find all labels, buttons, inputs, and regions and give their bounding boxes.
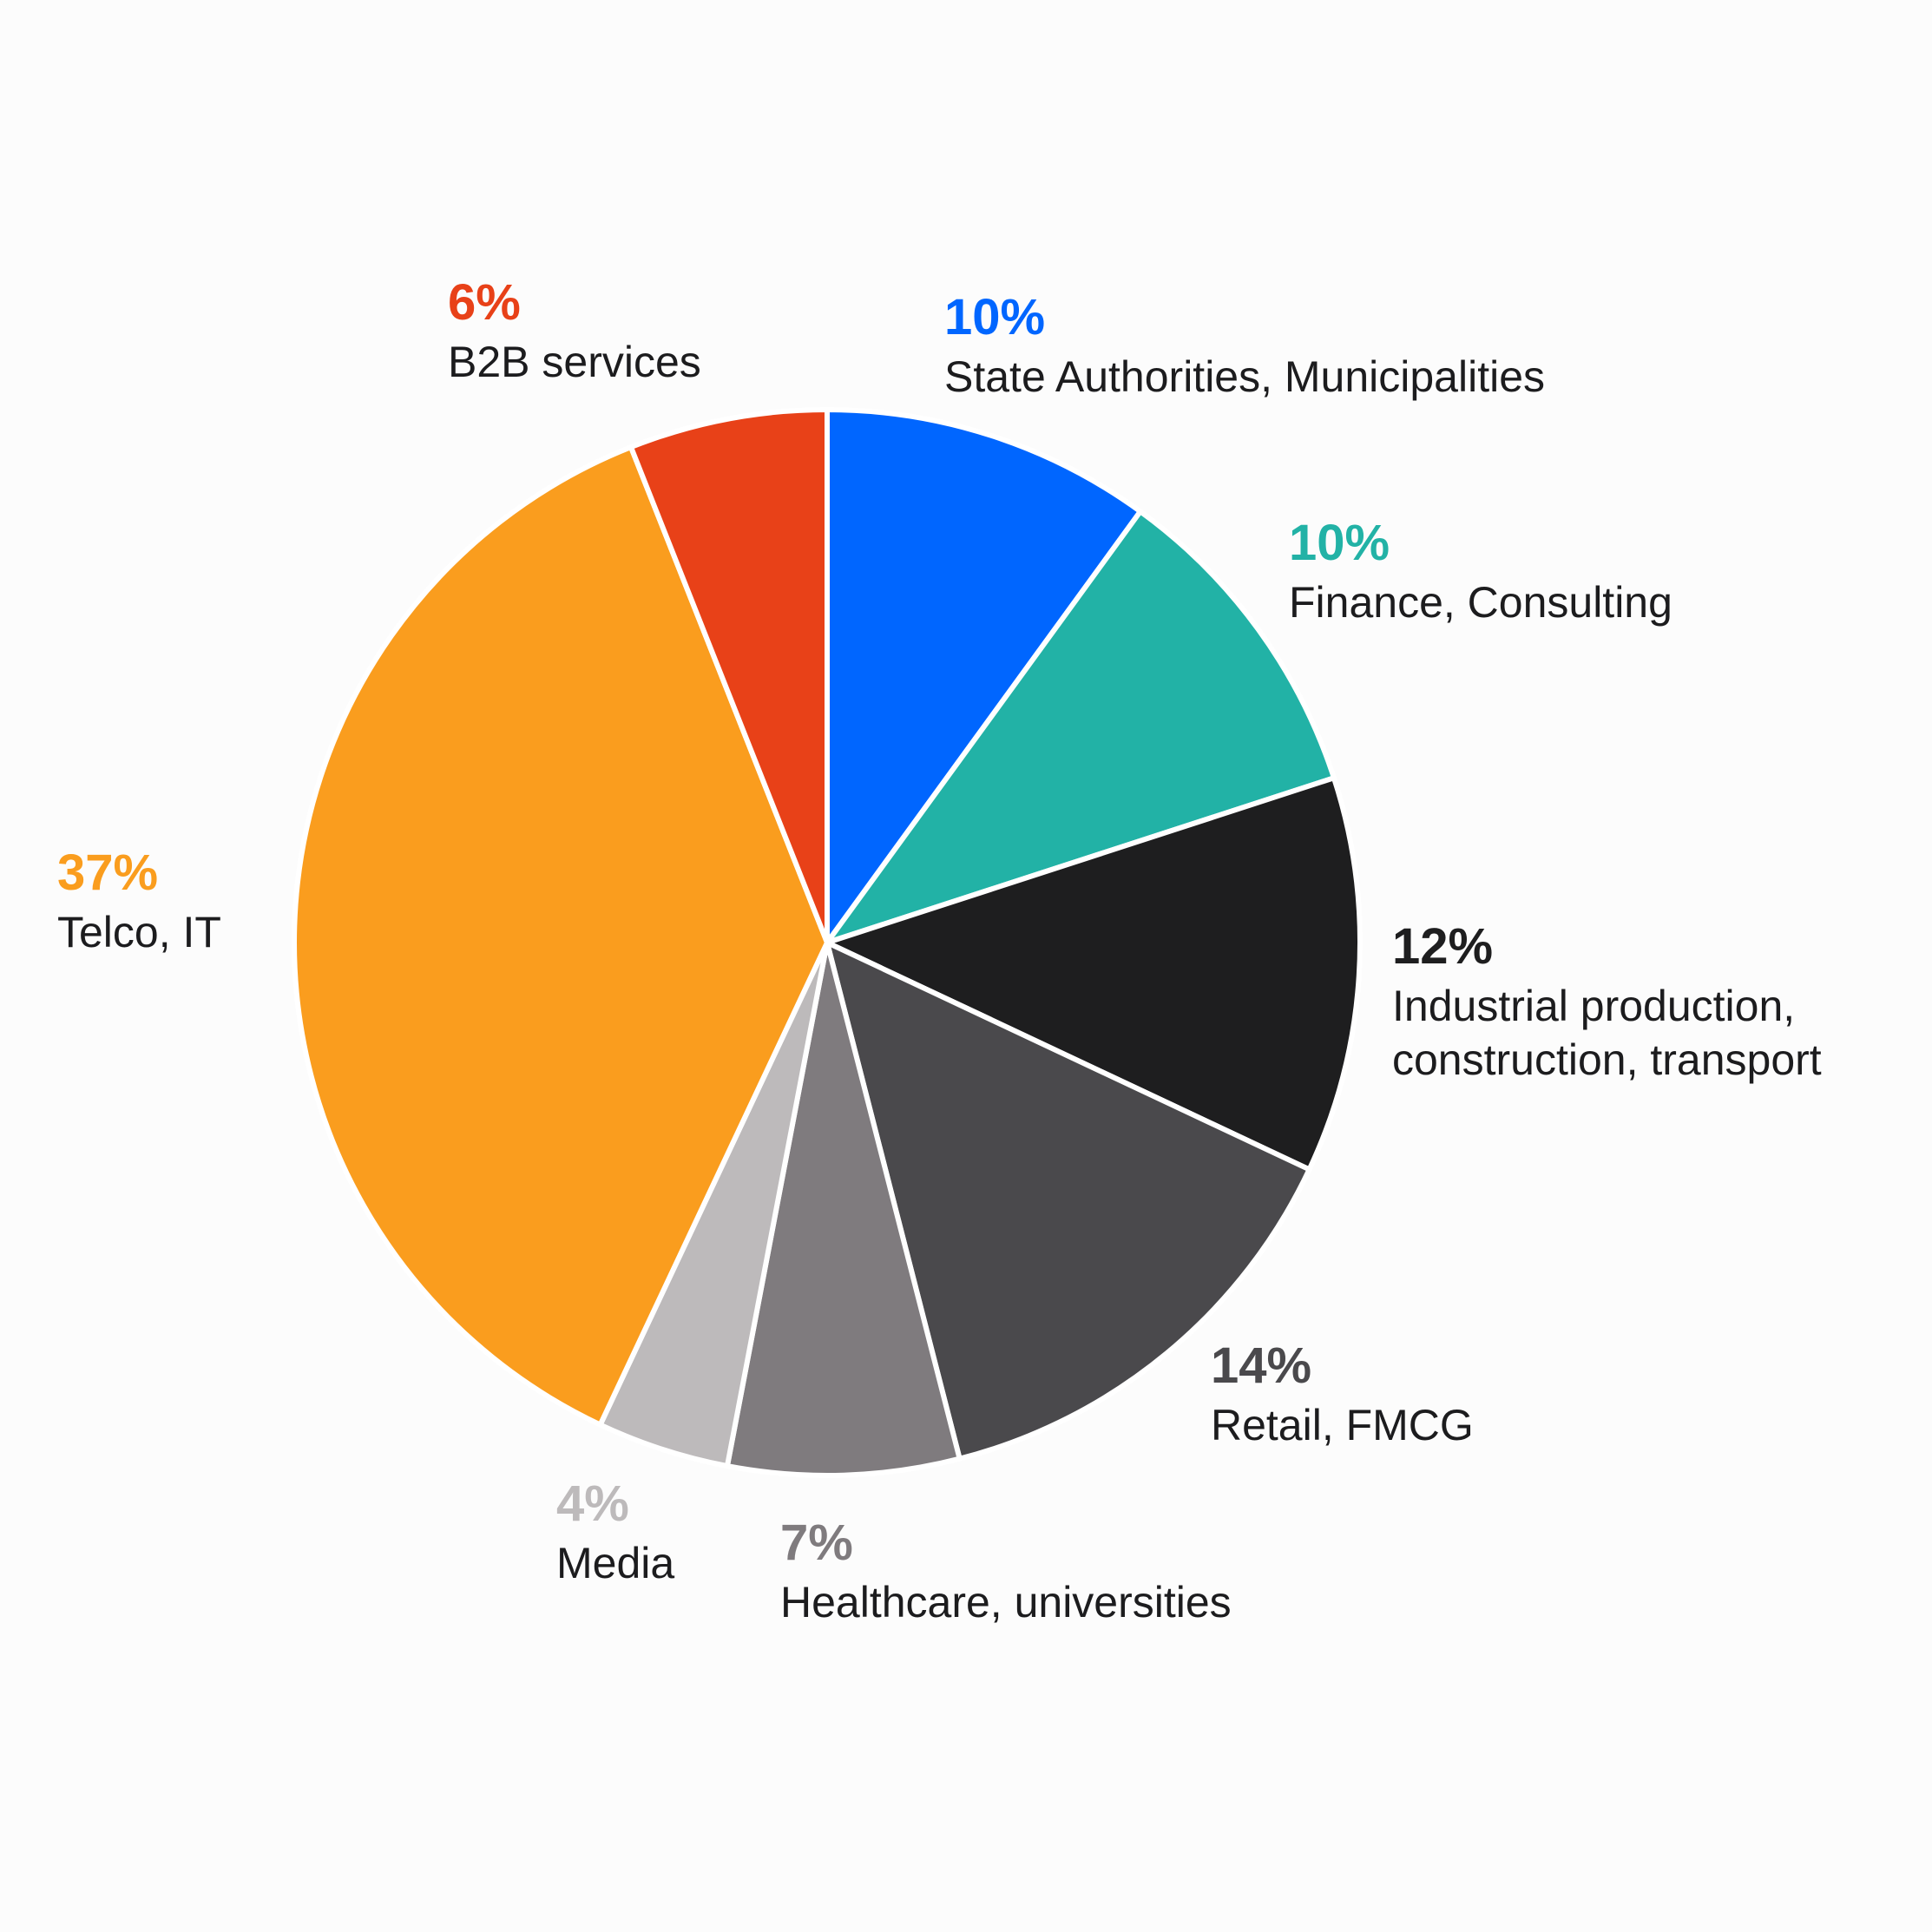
slice-value-label: 14% bbox=[1211, 1337, 1311, 1394]
slice-category-label: State Authorities, Municipalities bbox=[944, 352, 1545, 401]
slice-category-label: Healthcare, universities bbox=[780, 1578, 1232, 1626]
pie-slice-8 bbox=[628, 407, 830, 945]
slice-value-label: 4% bbox=[556, 1475, 629, 1532]
pie-slice-1 bbox=[825, 407, 1143, 945]
slice-value-label: 10% bbox=[944, 289, 1045, 345]
slice-value-label: 7% bbox=[780, 1515, 853, 1571]
pie-slice-2 bbox=[825, 509, 1337, 945]
slice-value-label: 37% bbox=[57, 844, 158, 901]
slice-category-label: Retail, FMCG bbox=[1211, 1401, 1474, 1449]
pie-slice-7 bbox=[292, 444, 830, 1428]
pie-labels: 10% State Authorities, Municipalities 10% F… bbox=[57, 274, 1822, 1626]
slice-category-label: Industrial production, bbox=[1392, 982, 1795, 1030]
slice-value-label: 12% bbox=[1392, 918, 1493, 975]
slice-category-label: Telco, IT bbox=[57, 908, 221, 956]
pie-slice-4 bbox=[825, 940, 1312, 1462]
pie-slice-3 bbox=[825, 775, 1363, 1173]
pie-slice-5 bbox=[724, 940, 963, 1478]
slice-category-label: Media bbox=[556, 1539, 674, 1587]
pie-slices bbox=[292, 407, 1363, 1478]
slice-category-label: Finance, Consulting bbox=[1289, 578, 1672, 627]
slice-category-label: construction, transport bbox=[1392, 1035, 1822, 1084]
slice-category-label: B2B services bbox=[448, 338, 701, 386]
slice-value-label: 6% bbox=[448, 274, 521, 331]
slice-value-label: 10% bbox=[1289, 515, 1390, 571]
